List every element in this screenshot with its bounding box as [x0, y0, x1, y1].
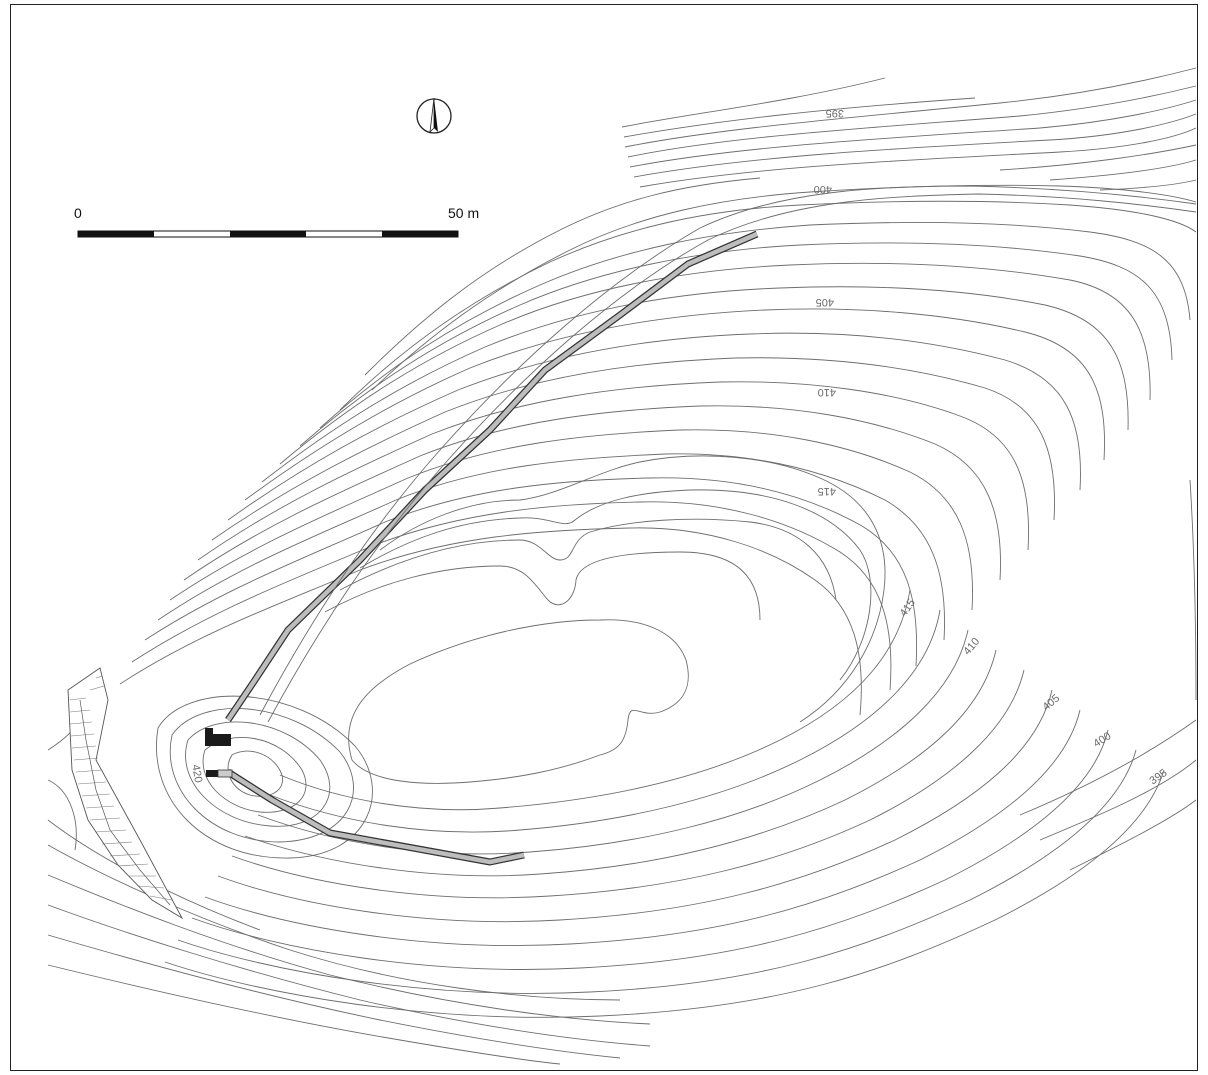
contour-label-410-south: 410 [961, 636, 982, 658]
contour-line [47, 964, 561, 1065]
contour-line [339, 518, 837, 601]
contour-line [279, 262, 1151, 465]
contour-line [359, 489, 872, 681]
contour-line [211, 357, 1055, 541]
contour-line [164, 769, 1165, 1018]
contour-line [324, 551, 761, 621]
summit-structures [205, 728, 233, 778]
contour-line [624, 67, 1197, 148]
structure-south-light [217, 769, 233, 778]
scale-bar-segment [230, 231, 306, 237]
contour-label-400-north: 400 [814, 183, 832, 195]
trench-north [225, 230, 759, 722]
contour-line [379, 455, 886, 723]
contour-line [364, 177, 761, 376]
contour-line [621, 77, 886, 128]
trench-north-fill [226, 231, 758, 722]
contour-line [47, 844, 621, 1001]
contour-line [623, 97, 976, 138]
contours-south [47, 479, 1197, 1065]
contour-line [119, 527, 862, 716]
contour-line [279, 589, 911, 811]
structure-north [205, 734, 231, 746]
contour-line [627, 85, 1197, 158]
contour-line [257, 629, 969, 855]
contour-label-405-south: 405 [1040, 692, 1062, 713]
contour-line [1099, 179, 1197, 191]
contour-label-420-summit: 420 [189, 764, 204, 784]
contour-line [185, 721, 331, 827]
contour-label-395-north: 395 [826, 107, 844, 119]
contour-label-400-south: 400 [1091, 730, 1113, 750]
contour-line [227, 750, 284, 797]
contour-label-405-north: 405 [816, 296, 834, 308]
contour-line [231, 669, 1025, 899]
contour-line [639, 127, 1197, 188]
contour-line [244, 308, 1105, 501]
contour-line [183, 405, 1001, 581]
contour-line [191, 729, 1109, 970]
contour-line [227, 332, 1081, 521]
contour-line [177, 749, 1137, 994]
contour-line [348, 619, 689, 784]
contour-line [47, 779, 77, 851]
structure-north-notch [205, 728, 213, 736]
track-line [267, 193, 1197, 723]
contour-line [319, 221, 1191, 429]
contour-line [204, 709, 1081, 946]
contour-line [157, 453, 945, 641]
scale-bar-end-label: 50 m [448, 205, 479, 221]
contour-line [629, 99, 1197, 168]
trench-south [226, 769, 525, 866]
north-arrow-icon [416, 97, 452, 134]
contour-line [244, 649, 997, 877]
structure-south [206, 770, 218, 777]
trench-south-fill [226, 770, 525, 865]
trench-south-outline [226, 769, 525, 866]
map-frame-border [10, 4, 1198, 1071]
contour-line [269, 609, 941, 833]
contours-north [621, 67, 1197, 191]
contour-line [999, 144, 1197, 171]
contour-line [1019, 719, 1197, 816]
contour-line [1189, 479, 1197, 701]
contour-line [197, 381, 1029, 561]
track-northeast [259, 185, 1197, 723]
trench-north-outline [225, 230, 759, 722]
contours-summit [324, 455, 886, 784]
contour-line [217, 689, 1053, 923]
contour-line [371, 184, 1197, 391]
contour-labels: 395 400 405 410 415 415 410 405 400 395 … [189, 107, 1169, 787]
rock-outcrop [67, 667, 184, 920]
contour-line [47, 904, 651, 1047]
scale-bar-start-label: 0 [74, 205, 82, 221]
contour-line [47, 874, 651, 1025]
contour-label-395-south: 395 [1148, 767, 1170, 787]
contour-line [261, 286, 1129, 483]
scale-bar-segment [382, 231, 458, 237]
contour-label-410-north: 410 [818, 386, 836, 398]
contour-line [339, 200, 1197, 411]
scale-bar: 0 50 m [74, 205, 479, 238]
track-line [259, 185, 1197, 716]
contour-line [47, 934, 621, 1059]
contour-line [169, 708, 354, 843]
contour-line [633, 113, 1197, 178]
contour-line [1069, 799, 1197, 871]
contour-line [1039, 759, 1197, 841]
scale-bar-segment [78, 231, 154, 237]
contour-line [299, 242, 1173, 447]
contour-line [169, 429, 973, 611]
contour-line [131, 501, 892, 691]
contour-line [1049, 159, 1197, 181]
contour-line [144, 477, 918, 667]
contour-label-415-north: 415 [818, 485, 836, 497]
contour-line [202, 737, 307, 813]
